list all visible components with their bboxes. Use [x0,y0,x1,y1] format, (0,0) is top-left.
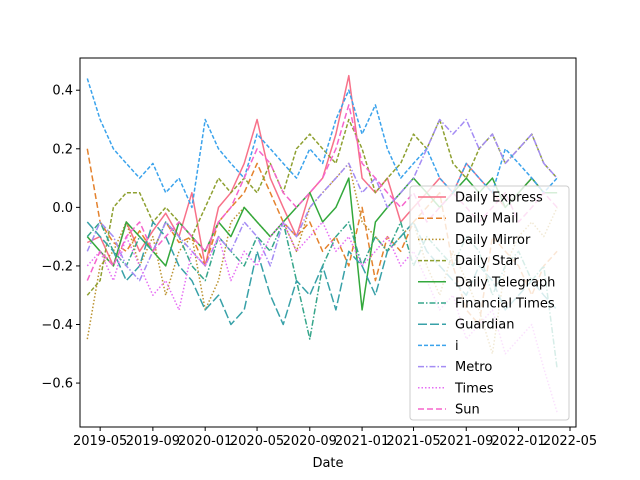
x-tick-label: 2021-01 [335,434,389,449]
y-tick-label: 0.4 [52,84,73,99]
x-tick-label: 2021-05 [386,434,440,449]
x-tick-label: 2021-09 [439,434,493,449]
legend-label: Metro [455,360,492,375]
x-tick-label: 2020-05 [230,434,284,449]
legend-label: Financial Times [455,297,555,312]
x-tick-label: 2019-05 [73,434,127,449]
y-tick-label: 0.0 [52,201,73,216]
legend-box [409,185,570,421]
axes-frame [79,57,577,428]
legend-label: Guardian [455,318,514,333]
x-tick-label: 2020-01 [178,434,232,449]
legend-label: Sun [455,403,480,418]
legend-label: i [455,339,459,354]
x-tick-label: 2019-09 [126,434,180,449]
series-line-3 [86,118,558,296]
legend-label: Daily Telegraph [455,275,555,290]
legend-label: Daily Star [455,254,519,269]
y-axis: −0.6 −0.4 −0.2 0.0 0.2 0.4 [41,84,80,392]
legend-label: Times [454,381,494,396]
x-axis: 2019-052019-092020-012020-052020-092021-… [73,427,597,449]
y-tick-label: 0.2 [52,142,73,157]
x-tick-label: 2022-01 [491,434,545,449]
y-tick-label: −0.4 [41,318,73,333]
x-axis-title: Date [312,456,343,471]
series-line-0 [86,74,558,267]
series-line-7 [86,78,558,209]
legend-label: Daily Mail [455,212,518,227]
y-tick-label: −0.6 [41,377,73,392]
y-tick-label: −0.2 [41,259,73,274]
x-tick-label: 2020-09 [283,434,337,449]
legend: Daily Express Daily Mail Daily Mirror Daily… [409,185,570,421]
legend-label: Daily Express [455,191,543,206]
x-tick-label: 2022-05 [543,434,597,449]
legend-label: Daily Mirror [455,233,531,248]
